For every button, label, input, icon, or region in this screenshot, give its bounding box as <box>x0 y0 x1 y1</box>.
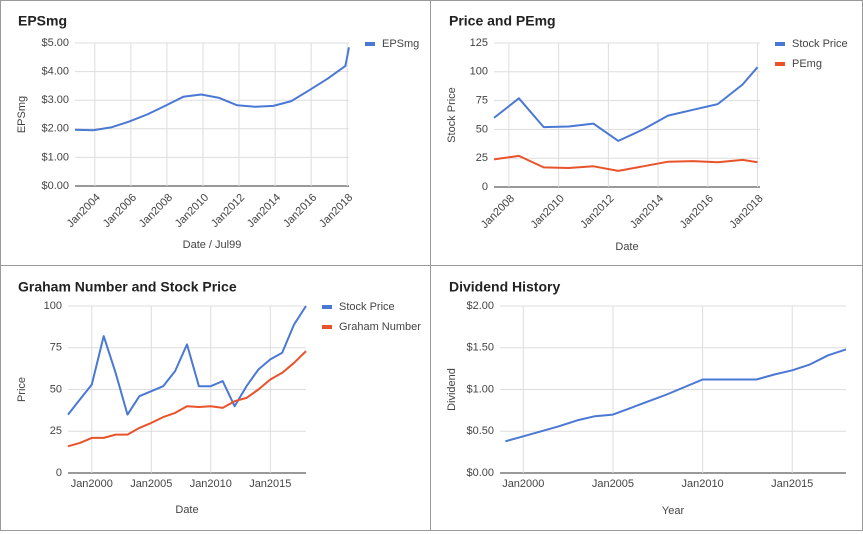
y-tick-label: 75 <box>476 95 488 107</box>
y-tick-label: $0.50 <box>466 425 494 437</box>
y-axis-label: Stock Price <box>446 87 458 143</box>
x-tick-label: Jan2000 <box>502 478 544 490</box>
x-tick-label: Jan2015 <box>249 478 291 490</box>
x-tick-label: Jan2010 <box>190 478 232 490</box>
x-tick-label: Jan2005 <box>130 478 172 490</box>
y-tick-label: 50 <box>476 123 488 135</box>
data-line <box>67 350 307 448</box>
x-axis-label: Date <box>615 241 638 253</box>
x-axis-label: Year <box>662 505 685 517</box>
y-tick-label: 25 <box>50 425 62 437</box>
legend-swatch <box>775 42 785 46</box>
y-tick-label: 25 <box>476 152 488 164</box>
y-tick-label: 0 <box>56 467 62 479</box>
y-axis-label: Dividend <box>446 368 458 411</box>
chart-title: Graham Number and Stock Price <box>18 279 237 295</box>
y-tick-label: $3.00 <box>41 94 69 106</box>
data-line <box>493 66 759 142</box>
legend-label: Graham Number <box>339 321 421 333</box>
y-tick-label: $1.50 <box>466 342 494 354</box>
x-tick-label: Jan2000 <box>71 478 113 490</box>
x-axis-label: Date / Jul99 <box>183 239 242 251</box>
legend-label: PEmg <box>792 58 822 70</box>
y-tick-label: $5.00 <box>41 37 69 49</box>
y-tick-label: $0.00 <box>466 467 494 479</box>
y-tick-label: $2.00 <box>466 300 494 312</box>
y-tick-label: $1.00 <box>466 383 494 395</box>
y-tick-label: $1.00 <box>41 151 69 163</box>
y-tick-label: 75 <box>50 342 62 354</box>
legend-label: EPSmg <box>382 38 419 50</box>
chart-title: EPSmg <box>18 13 67 29</box>
y-tick-label: 0 <box>482 181 488 193</box>
data-line <box>493 154 758 172</box>
x-tick-label: Jan2010 <box>681 478 723 490</box>
x-tick-label: Jan2015 <box>771 478 813 490</box>
y-axis-label: EPSmg <box>16 96 28 133</box>
y-tick-label: $0.00 <box>41 180 69 192</box>
y-axis-label: Price <box>16 377 28 402</box>
legend-swatch <box>322 325 332 329</box>
data-line <box>74 47 350 132</box>
legend-label: Stock Price <box>339 301 395 313</box>
x-tick-label: Jan2005 <box>592 478 634 490</box>
y-tick-label: $2.00 <box>41 123 69 135</box>
y-tick-label: 50 <box>50 383 62 395</box>
chart-title: Price and PEmg <box>449 13 556 29</box>
data-line <box>505 348 847 443</box>
legend-label: Stock Price <box>792 38 848 50</box>
y-tick-label: $4.00 <box>41 66 69 78</box>
legend-swatch <box>322 305 332 309</box>
x-axis-label: Date <box>175 504 198 516</box>
y-tick-label: 100 <box>44 300 62 312</box>
legend-swatch <box>775 62 785 66</box>
y-tick-label: 100 <box>470 66 488 78</box>
chart-title: Dividend History <box>449 279 560 295</box>
data-line <box>67 305 307 416</box>
legend-swatch <box>365 42 375 46</box>
y-tick-label: 125 <box>470 37 488 49</box>
